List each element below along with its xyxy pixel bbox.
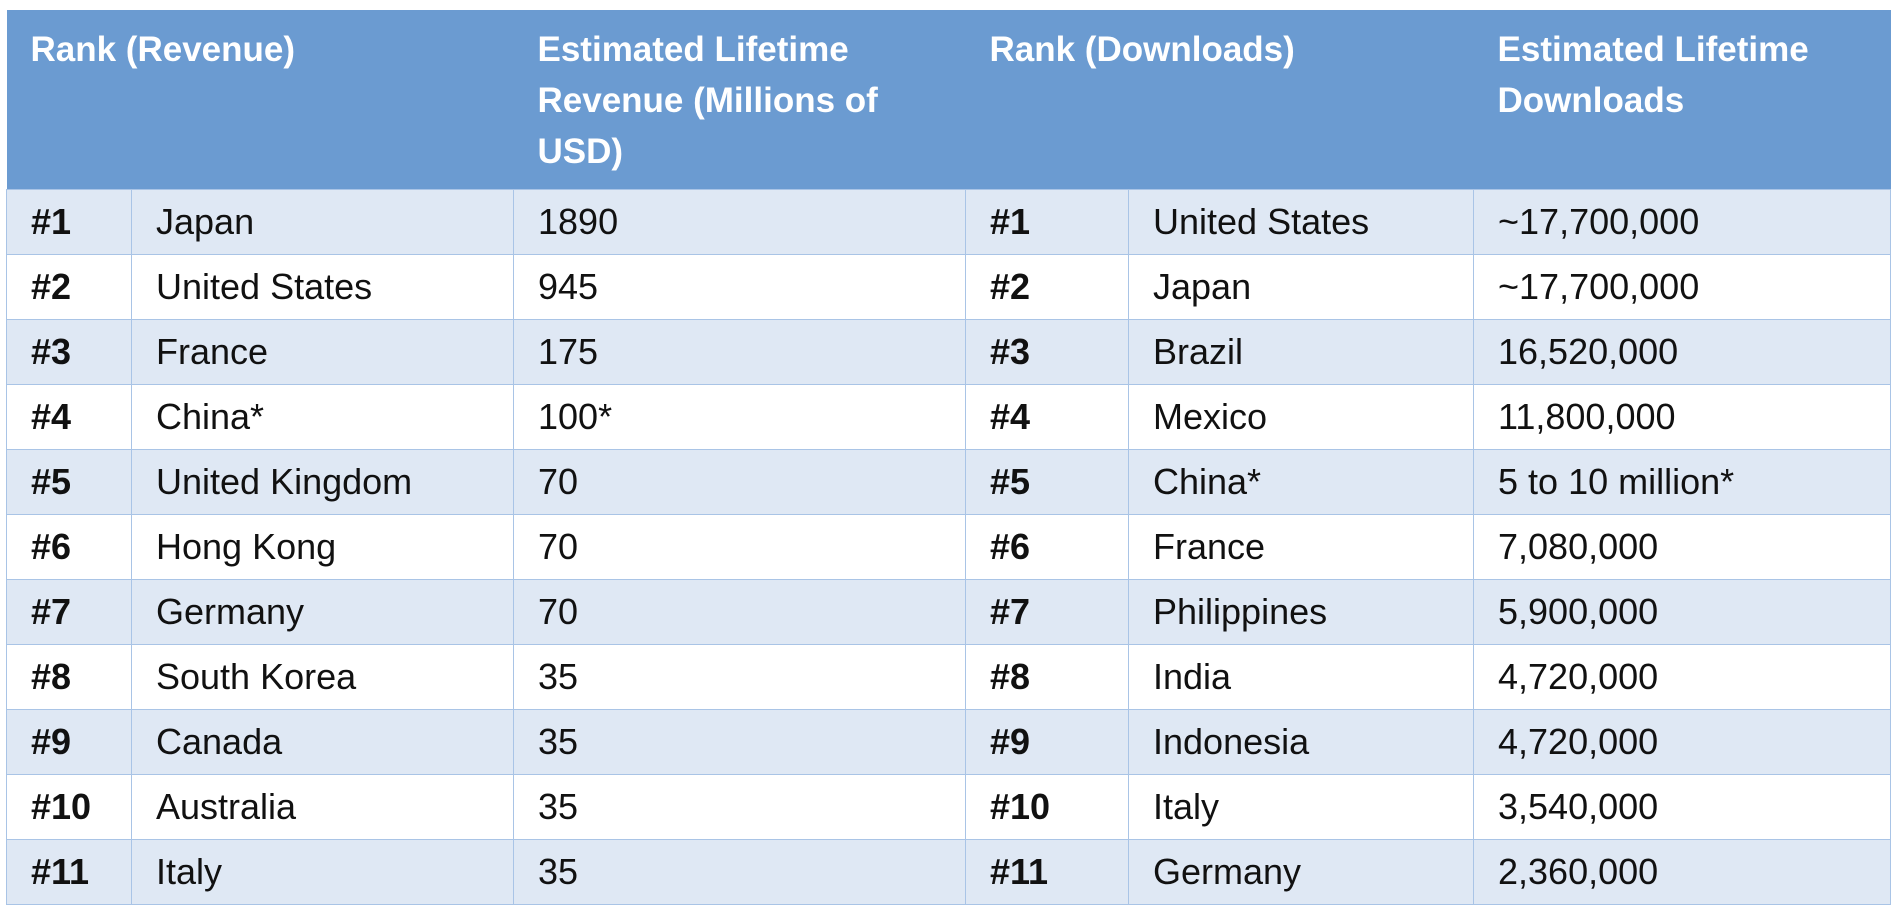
- country-cell: Japan: [131, 189, 514, 255]
- value-cell: 2,360,000: [1473, 839, 1892, 905]
- country-cell: Canada: [131, 709, 514, 775]
- value-cell: 1890: [513, 189, 966, 255]
- rank-cell: #11: [965, 839, 1129, 905]
- header-cell: Rank (Downloads): [965, 10, 1474, 190]
- table-row: #7 Germany 70 #7 Philippines 5,900,000: [6, 579, 1892, 645]
- rank-cell: #10: [965, 774, 1129, 840]
- table-row: #2 United States 945 #2 Japan ~17,700,000: [6, 254, 1892, 320]
- value-cell: 70: [513, 514, 966, 580]
- table-row: #4 China* 100* #4 Mexico 11,800,000: [6, 384, 1892, 450]
- value-cell: 16,520,000: [1473, 319, 1892, 385]
- value-cell: 35: [513, 709, 966, 775]
- country-cell: Japan: [1127, 254, 1475, 320]
- country-cell: Indonesia: [1127, 709, 1475, 775]
- country-cell: Germany: [1127, 839, 1475, 905]
- value-cell: 35: [513, 774, 966, 840]
- country-cell: South Korea: [131, 644, 514, 710]
- value-cell: 7,080,000: [1473, 514, 1892, 580]
- ranking-table: Rank (Revenue) Estimated Lifetime Revenu…: [6, 10, 1892, 905]
- value-cell: 100*: [513, 384, 966, 450]
- value-cell: 70: [513, 449, 966, 515]
- country-cell: France: [131, 319, 514, 385]
- table-row: #6 Hong Kong 70 #6 France 7,080,000: [6, 514, 1892, 580]
- table-body: #1 Japan 1890 #1 United States ~17,700,000 #2 U…: [6, 189, 1892, 905]
- rank-cell: #2: [6, 254, 132, 320]
- country-cell: Hong Kong: [131, 514, 514, 580]
- country-cell: United Kingdom: [131, 449, 514, 515]
- value-cell: ~17,700,000: [1473, 254, 1892, 320]
- value-cell: 5,900,000: [1473, 579, 1892, 645]
- rank-cell: #1: [965, 189, 1129, 255]
- table-row: #11 Italy 35 #11 Germany 2,360,000: [6, 839, 1892, 905]
- country-cell: France: [1127, 514, 1475, 580]
- value-cell: 70: [513, 579, 966, 645]
- value-cell: 175: [513, 319, 966, 385]
- country-cell: Mexico: [1127, 384, 1475, 450]
- rank-cell: #6: [965, 514, 1129, 580]
- rank-cell: #5: [965, 449, 1129, 515]
- table-row: #9 Canada 35 #9 Indonesia 4,720,000: [6, 709, 1892, 775]
- header-cell: Estimated Lifetime Revenue (Millions of …: [513, 10, 966, 190]
- value-cell: ~17,700,000: [1473, 189, 1892, 255]
- table-row: #3 France 175 #3 Brazil 16,520,000: [6, 319, 1892, 385]
- country-cell: United States: [131, 254, 514, 320]
- country-cell: Brazil: [1127, 319, 1475, 385]
- rank-cell: #4: [965, 384, 1129, 450]
- country-cell: Germany: [131, 579, 514, 645]
- rank-cell: #7: [6, 579, 132, 645]
- country-cell: India: [1127, 644, 1475, 710]
- rank-cell: #2: [965, 254, 1129, 320]
- rank-cell: #3: [965, 319, 1129, 385]
- rank-cell: #5: [6, 449, 132, 515]
- table-row: #5 United Kingdom 70 #5 China* 5 to 10 millio…: [6, 449, 1892, 515]
- rank-cell: #6: [6, 514, 132, 580]
- country-cell: Italy: [131, 839, 514, 905]
- table-row: #1 Japan 1890 #1 United States ~17,700,000: [6, 189, 1892, 255]
- country-cell: Italy: [1127, 774, 1475, 840]
- country-cell: United States: [1127, 189, 1475, 255]
- value-cell: 35: [513, 839, 966, 905]
- rank-cell: #11: [6, 839, 132, 905]
- value-cell: 11,800,000: [1473, 384, 1892, 450]
- value-cell: 945: [513, 254, 966, 320]
- rank-cell: #8: [6, 644, 132, 710]
- country-cell: Australia: [131, 774, 514, 840]
- header-row: Rank (Revenue) Estimated Lifetime Revenu…: [6, 10, 1891, 190]
- rank-cell: #1: [6, 189, 132, 255]
- rank-cell: #7: [965, 579, 1129, 645]
- rank-cell: #3: [6, 319, 132, 385]
- country-cell: China*: [1127, 449, 1475, 515]
- rank-cell: #9: [6, 709, 132, 775]
- value-cell: 5 to 10 million*: [1473, 449, 1892, 515]
- rank-cell: #10: [6, 774, 132, 840]
- table-row: #10 Australia 35 #10 Italy 3,540,000: [6, 774, 1892, 840]
- rank-cell: #9: [965, 709, 1129, 775]
- rank-cell: #4: [6, 384, 132, 450]
- value-cell: 4,720,000: [1473, 709, 1892, 775]
- value-cell: 35: [513, 644, 966, 710]
- value-cell: 4,720,000: [1473, 644, 1892, 710]
- header-cell: Rank (Revenue): [6, 10, 514, 190]
- country-cell: Philippines: [1127, 579, 1475, 645]
- value-cell: 3,540,000: [1473, 774, 1892, 840]
- header-cell: Estimated Lifetime Downloads: [1473, 10, 1891, 190]
- country-cell: China*: [131, 384, 514, 450]
- rank-cell: #8: [965, 644, 1129, 710]
- table-row: #8 South Korea 35 #8 India 4,720,000: [6, 644, 1892, 710]
